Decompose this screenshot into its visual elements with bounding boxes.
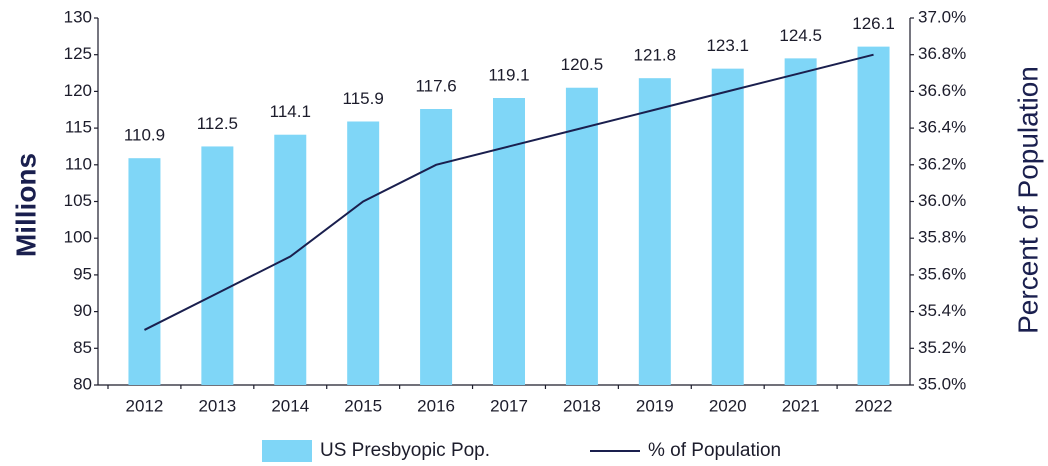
- bar: [711, 68, 744, 386]
- y2-tick-label: 35.8%: [918, 228, 966, 247]
- data-label: 120.5: [561, 55, 604, 74]
- data-label: 114.1: [270, 102, 311, 121]
- data-label: 126.1: [852, 14, 895, 33]
- y2-tick-label: 35.0%: [918, 374, 966, 393]
- legend-label: US Presbyopic Pop.: [320, 440, 490, 461]
- y2-tick-label: 36.4%: [918, 118, 966, 137]
- legend-label: % of Population: [648, 440, 781, 461]
- bar: [274, 134, 307, 385]
- y2-tick-label: 36.8%: [918, 44, 966, 63]
- data-label: 112.5: [197, 114, 238, 133]
- y-tick-label: 120: [64, 81, 92, 100]
- x-tick-label: 2015: [344, 396, 382, 415]
- x-tick-label: 2016: [417, 396, 455, 415]
- bar: [493, 98, 525, 386]
- y2-tick-label: 35.4%: [918, 301, 966, 320]
- y-tick-label: 100: [64, 228, 92, 247]
- bar: [420, 109, 453, 386]
- y-tick-label: 80: [73, 374, 92, 393]
- x-tick-label: 2013: [198, 396, 236, 415]
- x-tick-label: 2020: [709, 396, 747, 415]
- bar: [565, 87, 598, 385]
- bar: [347, 121, 380, 385]
- y-axis-label: Millions: [10, 153, 41, 257]
- x-tick-label: 2012: [126, 396, 164, 415]
- x-tick-label: 2014: [271, 396, 309, 415]
- data-label: 117.6: [415, 77, 456, 96]
- data-label: 119.1: [488, 65, 529, 84]
- y2-tick-label: 36.0%: [918, 191, 966, 210]
- y2-tick-label: 36.2%: [918, 154, 966, 173]
- y2-tick-label: 35.6%: [918, 264, 966, 283]
- bar: [857, 46, 890, 385]
- x-tick-label: 2017: [490, 396, 528, 415]
- bar: [784, 58, 817, 386]
- bar: [638, 78, 671, 386]
- x-tick-label: 2021: [782, 396, 820, 415]
- data-label: 123.1: [706, 36, 749, 55]
- y-tick-label: 105: [64, 191, 92, 210]
- data-label: 110.9: [124, 126, 165, 145]
- y2-tick-label: 35.2%: [918, 338, 966, 357]
- y-tick-label: 85: [73, 338, 92, 357]
- data-label: 115.9: [343, 89, 384, 108]
- y2-axis-label: Percent of Population: [1012, 66, 1043, 334]
- y-tick-label: 90: [73, 301, 92, 320]
- legend-swatch: [262, 440, 312, 462]
- bar: [201, 146, 234, 385]
- data-label: 124.5: [779, 26, 822, 45]
- line: [144, 53, 874, 331]
- x-tick-label: 2019: [636, 396, 674, 415]
- y-tick-label: 95: [73, 264, 92, 283]
- y-tick-label: 115: [65, 118, 92, 137]
- x-tick-label: 2018: [563, 396, 601, 415]
- y2-tick-label: 37.0%: [918, 7, 966, 26]
- x-tick-label: 2022: [855, 396, 893, 415]
- y-tick-label: 130: [64, 7, 92, 26]
- y-tick-label: 110: [65, 154, 92, 173]
- y-tick-label: 125: [64, 44, 92, 63]
- bar: [128, 158, 161, 385]
- data-label: 121.8: [634, 46, 677, 65]
- y2-tick-label: 36.6%: [918, 81, 966, 100]
